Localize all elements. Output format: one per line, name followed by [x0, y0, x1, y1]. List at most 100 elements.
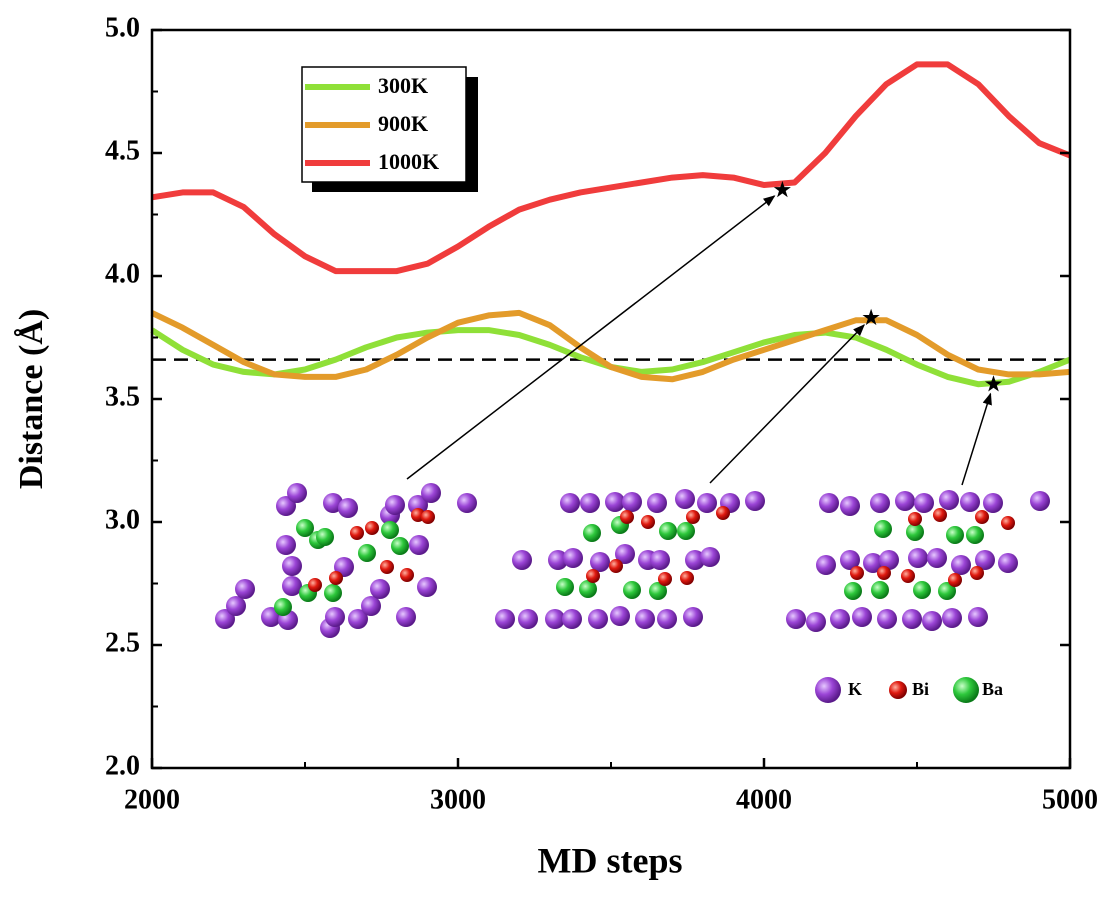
atom-k	[615, 544, 635, 564]
atom-k	[560, 493, 580, 513]
atom-bi	[365, 521, 379, 535]
atom-ba	[583, 524, 601, 542]
atom-k	[235, 579, 255, 599]
atom-bi	[308, 578, 322, 592]
atom-ba	[844, 582, 862, 600]
atom-k	[396, 607, 416, 627]
atom-k	[338, 498, 358, 518]
atom-ba	[913, 581, 931, 599]
atom-k	[830, 609, 850, 629]
atom-k	[685, 550, 705, 570]
plot-frame	[150, 28, 1072, 770]
x-tick-label: 2000	[124, 784, 180, 815]
atom-bi	[400, 568, 414, 582]
atom-k	[657, 609, 677, 629]
atom-k	[650, 550, 670, 570]
x-axis-label: MD steps	[538, 840, 683, 880]
atom-k	[562, 609, 582, 629]
atom-k	[361, 596, 381, 616]
atom-legend-label: Ba	[982, 679, 1003, 699]
atom-ba	[946, 526, 964, 544]
atom-k	[545, 609, 565, 629]
atom-k	[370, 579, 390, 599]
atom-bi	[850, 566, 864, 580]
y-tick-label: 4.5	[105, 135, 140, 166]
atom-k	[960, 492, 980, 512]
atom-k	[927, 548, 947, 568]
star-marker	[773, 180, 791, 198]
atom-k	[683, 607, 703, 627]
atom-bi	[620, 510, 634, 524]
atom-k	[968, 607, 988, 627]
atom-bi	[680, 571, 694, 585]
atom-bi	[948, 573, 962, 587]
atom-bi	[901, 569, 915, 583]
atom-ba	[358, 544, 376, 562]
y-tick-label: 5.0	[105, 12, 140, 43]
atom-k	[563, 548, 583, 568]
atom-ba	[556, 578, 574, 596]
star-marker	[984, 375, 1003, 392]
atom-bi	[908, 512, 922, 526]
y-tick-label: 2.0	[105, 750, 140, 781]
atom-k	[1030, 491, 1050, 511]
atom-legend-symbol	[815, 677, 841, 703]
atom-structures: K Bi Ba	[215, 483, 1050, 703]
atom-legend-symbol	[953, 677, 979, 703]
atom-k	[975, 550, 995, 570]
atom-k	[840, 496, 860, 516]
atom-bi	[970, 566, 984, 580]
atom-k	[840, 550, 860, 570]
atom-k	[610, 606, 630, 626]
atom-ba	[324, 584, 342, 602]
atom-ba	[274, 598, 292, 616]
atom-k	[697, 493, 717, 513]
star-marker	[862, 308, 880, 326]
y-tick-label: 2.5	[105, 627, 140, 658]
x-tick-label: 4000	[736, 784, 792, 815]
arrow	[961, 392, 992, 486]
atom-bi	[641, 515, 655, 529]
atom-k	[863, 553, 883, 573]
x-tick-label: 5000	[1042, 784, 1098, 815]
atom-k	[495, 609, 515, 629]
atom-k	[385, 495, 405, 515]
atom-k	[786, 609, 806, 629]
atom-bi	[586, 569, 600, 583]
atom-k	[348, 609, 368, 629]
atom-ba	[659, 522, 677, 540]
atom-k	[457, 493, 477, 513]
atom-bi	[350, 526, 364, 540]
atom-k	[902, 609, 922, 629]
y-tick-label: 3.5	[105, 381, 140, 412]
y-tick-label: 3.0	[105, 504, 140, 535]
arrow	[406, 195, 776, 480]
atom-k	[512, 550, 532, 570]
atom-bi	[380, 560, 394, 574]
atom-k	[700, 547, 720, 567]
atom-legend-symbol	[889, 681, 907, 699]
atom-k	[675, 489, 695, 509]
atom-ba	[874, 520, 892, 538]
atom-bi	[933, 508, 947, 522]
atom-k	[908, 548, 928, 568]
atom-k	[852, 607, 872, 627]
atom-k	[819, 493, 839, 513]
atom-ba	[296, 519, 314, 537]
atom-k	[635, 609, 655, 629]
atom-k	[409, 535, 429, 555]
x-tick-label: 3000	[430, 784, 486, 815]
atom-k	[421, 483, 441, 503]
atom-k	[914, 493, 934, 513]
atom-k	[417, 577, 437, 597]
atom-k	[588, 609, 608, 629]
atom-ba	[906, 523, 924, 541]
atom-k	[895, 491, 915, 511]
line-series	[151, 61, 1072, 275]
atom-k	[580, 493, 600, 513]
atom-legend-label: Bi	[912, 679, 929, 699]
atom-ba	[649, 582, 667, 600]
atom-k	[942, 608, 962, 628]
atom-k	[226, 596, 246, 616]
